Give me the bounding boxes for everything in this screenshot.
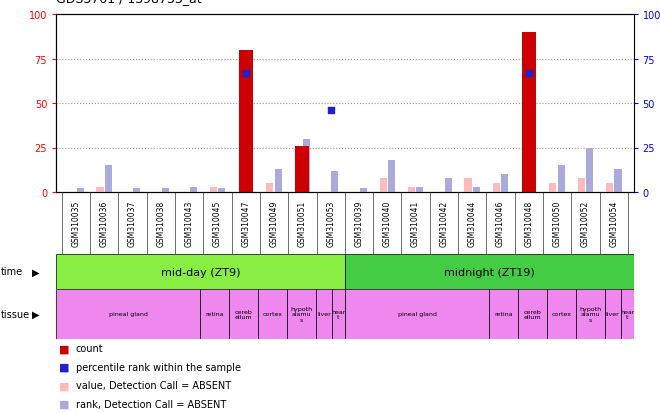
Bar — [56, 254, 345, 289]
Bar — [388, 161, 395, 192]
Bar — [332, 289, 345, 339]
Bar — [408, 187, 415, 192]
Text: GSM310052: GSM310052 — [581, 200, 590, 247]
Text: liver: liver — [606, 312, 620, 317]
Bar — [547, 289, 576, 339]
Bar — [501, 175, 508, 192]
Bar — [275, 169, 282, 192]
Bar — [258, 289, 287, 339]
Text: GSM310046: GSM310046 — [496, 200, 505, 247]
Bar — [133, 189, 141, 192]
Text: GSM310038: GSM310038 — [156, 200, 166, 247]
Bar — [331, 171, 339, 192]
Bar — [586, 148, 593, 192]
Text: mid-day (ZT9): mid-day (ZT9) — [161, 267, 240, 277]
Bar — [218, 189, 225, 192]
Bar — [345, 289, 489, 339]
Text: count: count — [76, 344, 104, 354]
Bar — [620, 289, 634, 339]
Text: GSM310047: GSM310047 — [242, 200, 250, 247]
Point — [325, 107, 336, 114]
Bar — [303, 139, 310, 192]
Text: ■: ■ — [59, 362, 70, 372]
Bar — [473, 187, 480, 192]
Bar — [162, 189, 168, 192]
Bar — [465, 178, 471, 192]
Text: cortex: cortex — [551, 312, 572, 317]
Text: pineal gland: pineal gland — [397, 312, 436, 317]
Text: tissue: tissue — [1, 309, 30, 319]
Bar — [605, 289, 620, 339]
Bar — [190, 187, 197, 192]
Bar — [201, 289, 230, 339]
Bar — [576, 289, 605, 339]
Bar — [287, 289, 316, 339]
Text: hear
t: hear t — [331, 309, 346, 320]
Text: percentile rank within the sample: percentile rank within the sample — [76, 362, 241, 372]
Text: GSM310053: GSM310053 — [326, 200, 335, 247]
Text: retina: retina — [206, 312, 224, 317]
Bar — [578, 178, 585, 192]
Text: pineal gland: pineal gland — [109, 312, 148, 317]
Text: GSM310039: GSM310039 — [354, 200, 364, 247]
Bar — [239, 50, 253, 192]
Bar — [606, 184, 613, 192]
Text: GSM310043: GSM310043 — [185, 200, 193, 247]
Bar — [360, 189, 367, 192]
Text: GDS3701 / 1398733_at: GDS3701 / 1398733_at — [56, 0, 202, 5]
Text: cortex: cortex — [263, 312, 282, 317]
Bar — [549, 184, 556, 192]
Bar — [493, 184, 500, 192]
Bar — [379, 178, 387, 192]
Text: GSM310048: GSM310048 — [524, 200, 533, 247]
Text: ▶: ▶ — [32, 267, 39, 277]
Text: ▶: ▶ — [32, 309, 39, 319]
Bar — [266, 184, 273, 192]
Bar — [230, 289, 258, 339]
Point — [240, 70, 251, 77]
Text: GSM310040: GSM310040 — [383, 200, 392, 247]
Text: liver: liver — [317, 312, 331, 317]
Text: hypoth
alamu
s: hypoth alamu s — [579, 306, 601, 323]
Bar — [614, 169, 622, 192]
Bar — [489, 289, 518, 339]
Bar — [522, 33, 536, 192]
Text: ■: ■ — [59, 380, 70, 390]
Text: GSM310054: GSM310054 — [609, 200, 618, 247]
Text: midnight (ZT19): midnight (ZT19) — [444, 267, 535, 277]
Text: ■: ■ — [59, 399, 70, 409]
Point — [523, 70, 534, 77]
Bar — [105, 166, 112, 192]
Bar — [316, 289, 332, 339]
Bar — [56, 289, 201, 339]
Text: time: time — [1, 267, 23, 277]
Text: rank, Detection Call = ABSENT: rank, Detection Call = ABSENT — [76, 399, 226, 409]
Text: GSM310041: GSM310041 — [411, 200, 420, 247]
Text: GSM310045: GSM310045 — [213, 200, 222, 247]
Text: GSM310049: GSM310049 — [269, 200, 279, 247]
Text: cereb
ellum: cereb ellum — [523, 309, 541, 320]
Text: GSM310042: GSM310042 — [440, 200, 448, 247]
Text: GSM310037: GSM310037 — [128, 200, 137, 247]
Bar — [518, 289, 547, 339]
Text: GSM310036: GSM310036 — [100, 200, 109, 247]
Bar — [210, 187, 216, 192]
Text: GSM310050: GSM310050 — [552, 200, 562, 247]
Text: cereb
ellum: cereb ellum — [235, 309, 253, 320]
Text: GSM310051: GSM310051 — [298, 200, 307, 247]
Bar — [345, 254, 634, 289]
Bar — [96, 187, 104, 192]
Text: value, Detection Call = ABSENT: value, Detection Call = ABSENT — [76, 380, 231, 390]
Text: GSM310044: GSM310044 — [468, 200, 477, 247]
Bar — [416, 187, 424, 192]
Bar — [445, 178, 451, 192]
Text: hypoth
alamu
s: hypoth alamu s — [290, 306, 313, 323]
Text: ■: ■ — [59, 344, 70, 354]
Text: hear
t: hear t — [620, 309, 634, 320]
Bar — [295, 146, 310, 192]
Bar — [77, 189, 84, 192]
Text: retina: retina — [494, 312, 513, 317]
Bar — [558, 166, 565, 192]
Text: GSM310035: GSM310035 — [71, 200, 81, 247]
